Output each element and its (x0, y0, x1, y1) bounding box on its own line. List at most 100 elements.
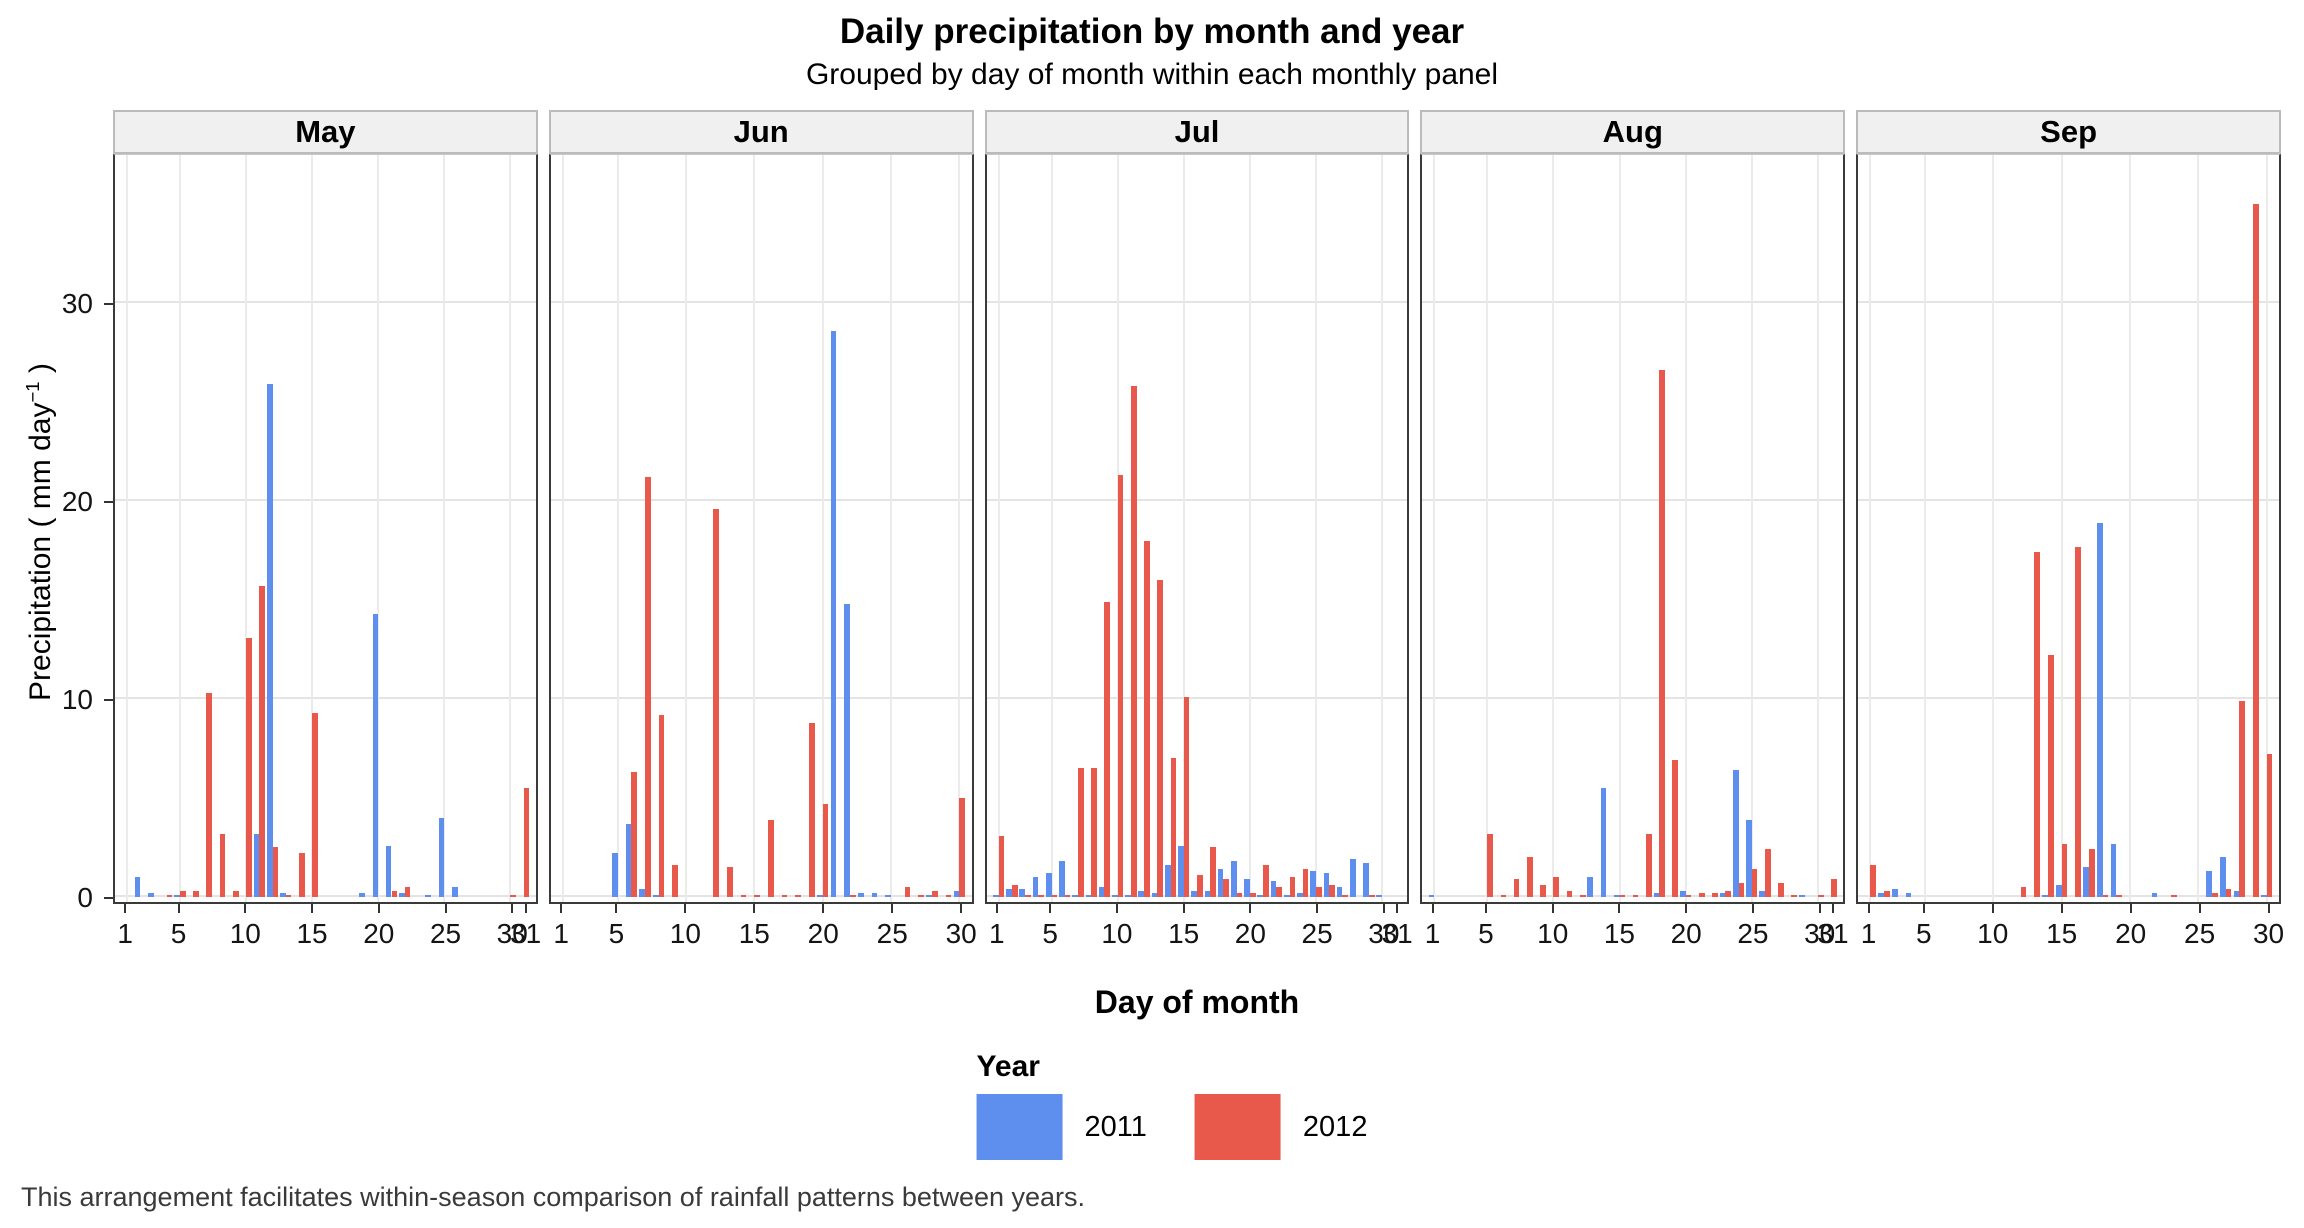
bar-2012-sep-16 (2075, 547, 2082, 897)
bar-2012-aug-27 (1778, 883, 1784, 897)
bar-2012-jun-30 (959, 798, 965, 897)
bar-2012-may-13 (285, 895, 292, 897)
gridline-h-20 (115, 499, 536, 501)
x-axis-label-15: 15 (296, 918, 328, 949)
bar-2012-jun-7 (645, 477, 651, 897)
x-axis-tick-15 (2060, 904, 2063, 913)
gridline-h-30 (550, 301, 972, 303)
bar-2012-jul-6 (1064, 895, 1071, 897)
bar-2012-aug-11 (1566, 891, 1573, 897)
gridline-h-0 (550, 895, 972, 897)
bar-2012-aug-20 (1685, 895, 1692, 897)
bar-2011-may-26 (451, 887, 458, 897)
x-axis-label-30: 30 (496, 918, 528, 949)
x-axis-tick-1 (1431, 904, 1434, 913)
gridline-v-25 (1750, 155, 1753, 902)
bar-2012-jul-20 (1249, 893, 1256, 897)
gridline-v-30 (509, 155, 512, 902)
gridline-h-20 (986, 499, 1408, 501)
gridline-v-25 (1314, 155, 1317, 902)
bar-2012-may-7 (206, 693, 213, 897)
y-axis-label-10: 10 (61, 684, 93, 715)
bar-2012-jun-27 (918, 895, 924, 897)
bar-2011-jul-20 (1244, 879, 1250, 897)
x-axis-tick-1 (995, 904, 998, 913)
bar-2011-may-13 (280, 893, 286, 897)
bar-2011-jul-8 (1085, 895, 1092, 897)
bar-2011-jun-21 (830, 331, 837, 897)
bar-2012-aug-6 (1500, 895, 1507, 897)
plot-area-jun (548, 154, 974, 904)
x-axis-tick-20 (1685, 904, 1688, 913)
bar-2011-aug-25 (1746, 820, 1752, 897)
x-axis-label-15: 15 (1168, 918, 1200, 949)
bar-2012-jun-28 (931, 891, 938, 897)
x-axis-label-20: 20 (2115, 918, 2147, 949)
bar-2012-sep-14 (2048, 655, 2054, 897)
bar-2012-aug-16 (1632, 895, 1639, 897)
bar-2011-aug-26 (1759, 891, 1765, 897)
bar-2011-jul-30 (1376, 895, 1383, 897)
bar-2012-sep-13 (2034, 552, 2041, 897)
bar-2011-sep-28 (2233, 891, 2240, 897)
x-axis-tick-15 (1182, 904, 1185, 913)
x-axis-label-31: 31 (1381, 918, 1413, 949)
gridline-h-10 (1422, 697, 1844, 699)
bar-2012-jun-8 (658, 715, 665, 897)
x-axis-label-25: 25 (429, 918, 462, 949)
bar-2012-jun-22 (849, 895, 856, 897)
x-axis-tick-5 (1484, 904, 1487, 913)
bar-2012-jul-26 (1329, 885, 1335, 897)
bar-2012-jun-12 (713, 509, 720, 897)
facet-panels: May 1 5 10 15 20 25 30 31 Jun 1 5 10 15 20 25 30 Jul 1 5 10 1… (113, 110, 2284, 949)
bar-2012-jul-11 (1130, 386, 1137, 897)
x-axis-tick-31 (1831, 904, 1834, 913)
bar-2012-jul-12 (1144, 541, 1150, 897)
bar-2012-sep-28 (2239, 701, 2246, 897)
x-axis-tick-20 (2129, 904, 2132, 913)
gridline-v-10 (685, 155, 688, 902)
gridline-h-0 (1858, 895, 2279, 897)
gridline-h-20 (550, 499, 972, 501)
gridline-h-30 (1422, 301, 1844, 303)
y-axis-label-0: 0 (77, 882, 93, 913)
bar-2012-jul-16 (1196, 875, 1203, 897)
x-axis-tick-10 (1991, 904, 1994, 913)
bar-2012-aug-31 (1831, 879, 1837, 897)
bar-2011-jul-23 (1283, 895, 1290, 897)
bar-2011-may-20 (372, 614, 379, 897)
x-axis-tick-15 (1618, 904, 1621, 913)
x-axis-tick-10 (1551, 904, 1554, 913)
gridline-v-5 (1486, 155, 1489, 902)
bar-2011-sep-3 (1892, 889, 1898, 897)
plot-area-jul (984, 154, 1410, 904)
bar-2012-jul-15 (1183, 697, 1190, 897)
gridline-v-25 (443, 155, 446, 902)
bar-2011-jun-23 (857, 893, 864, 897)
legend-label-2011: 2011 (1084, 1110, 1147, 1143)
bar-2011-may-11 (253, 834, 260, 897)
bar-2011-aug-13 (1587, 877, 1594, 897)
bar-2011-aug-18 (1653, 893, 1660, 897)
bar-2012-sep-15 (2061, 844, 2068, 897)
bar-2012-aug-22 (1712, 893, 1718, 897)
strip-label-may: May (113, 110, 538, 154)
bar-2011-may-25 (438, 818, 445, 897)
bar-2012-jul-4 (1038, 895, 1044, 897)
bar-2012-aug-18 (1659, 370, 1665, 897)
gridline-v-10 (1552, 155, 1555, 902)
x-axis-label-30: 30 (2252, 918, 2285, 949)
bar-2012-aug-15 (1619, 895, 1626, 897)
bar-2011-may-19 (359, 893, 366, 897)
x-axis-label-15: 15 (738, 918, 770, 949)
bar-2011-jul-11 (1125, 895, 1131, 897)
gridline-v-20 (821, 155, 824, 902)
x-axis-tick-1 (560, 904, 563, 913)
gridline-v-20 (2129, 155, 2132, 902)
bar-2012-aug-12 (1579, 895, 1586, 897)
bar-2012-jun-19 (809, 723, 815, 897)
bar-2011-jul-19 (1230, 861, 1237, 897)
x-axis-tick-10 (1115, 904, 1118, 913)
bar-2011-may-22 (399, 893, 405, 897)
